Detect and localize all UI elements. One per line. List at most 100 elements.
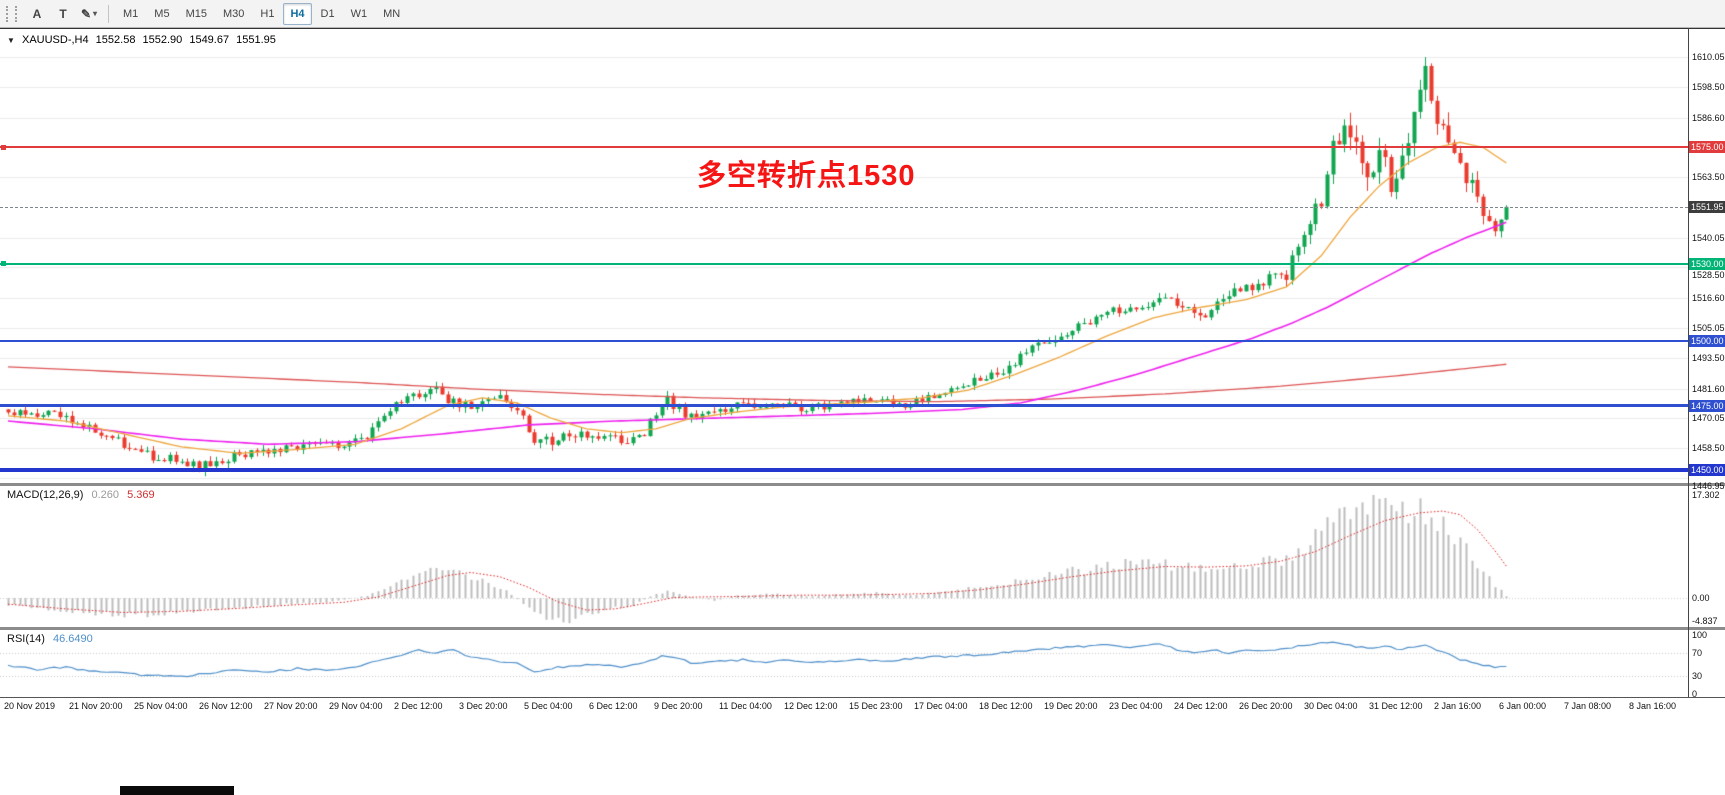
- time-label: 5 Dec 04:00: [524, 701, 573, 711]
- price-scale-tick-1493.50: 1493.50: [1692, 352, 1725, 363]
- macd-label: MACD(12,26,9) 0.260 5.369: [7, 489, 160, 501]
- panel-separator-rsi[interactable]: [0, 627, 1725, 630]
- timeframe-toolbar: M1 M5 M15 M30 H1 H4 D1 W1 MN: [115, 2, 408, 25]
- rsi-indicator-canvas[interactable]: [0, 630, 1688, 697]
- current-price-line: [0, 206, 1688, 208]
- price-scale-label-1475.00: 1475.00: [1689, 399, 1725, 412]
- rsi-scale-0: 0: [1692, 689, 1698, 699]
- time-label: 9 Dec 20:00: [654, 701, 703, 711]
- time-label: 8 Jan 16:00: [1629, 701, 1677, 711]
- macd-scale-17.302: 17.302: [1692, 489, 1720, 500]
- timeframe-button-mn[interactable]: MN: [383, 7, 401, 20]
- ohlc-high: 1552.90: [142, 34, 183, 46]
- macd-name: MACD(12,26,9): [7, 489, 84, 501]
- time-label: 17 Dec 04:00: [914, 701, 968, 711]
- time-label: 18 Dec 12:00: [979, 701, 1033, 711]
- rsi-name: RSI(14): [7, 633, 45, 645]
- time-label: 19 Dec 20:00: [1044, 701, 1098, 711]
- horizontal-line-1475.00[interactable]: [0, 404, 1688, 408]
- price-scale-tick-1516.60: 1516.60: [1692, 293, 1725, 304]
- time-label: 25 Nov 04:00: [134, 701, 188, 711]
- timeframe-button-w1[interactable]: W1: [350, 7, 368, 20]
- line-handle[interactable]: [1, 261, 6, 267]
- timeframe-button-m15[interactable]: M15: [185, 7, 207, 20]
- price-scale-tick-1563.50: 1563.50: [1692, 172, 1725, 183]
- price-scale-border: [1688, 28, 1689, 698]
- time-label: 6 Jan 00:00: [1499, 701, 1547, 711]
- price-scale-tick-1446.95: 1446.95: [1692, 480, 1725, 491]
- main-toolbar: A T ✎ ▾ M1 M5 M15 M30 H1 H4 D1 W1 MN: [0, 0, 1725, 28]
- time-label: 20 Nov 2019: [4, 701, 56, 711]
- price-scale-tick-1528.50: 1528.50: [1692, 270, 1725, 281]
- time-label: 24 Dec 12:00: [1174, 701, 1228, 711]
- chart-top-border: [0, 28, 1725, 29]
- text-tool-button[interactable]: T: [59, 6, 67, 21]
- panel-separator-macd[interactable]: [0, 483, 1725, 486]
- ohlc-low: 1549.67: [189, 34, 230, 46]
- taskbar-fragment: [120, 786, 234, 795]
- timeframe-button-m1[interactable]: M1: [123, 7, 139, 20]
- time-label: 15 Dec 23:00: [849, 701, 903, 711]
- price-scale-tick-1481.60: 1481.60: [1692, 383, 1725, 394]
- timeframe-button-m30[interactable]: M30: [222, 7, 245, 20]
- price-scale-label-1551.95: 1551.95: [1689, 200, 1725, 213]
- label-tool-button[interactable]: A: [32, 6, 42, 21]
- macd-main-value: 0.260: [91, 489, 120, 501]
- ohlc-close: 1551.95: [236, 34, 276, 46]
- price-scale-tick-1470.05: 1470.05: [1692, 413, 1725, 424]
- price-scale-label-1575.00: 1575.00: [1689, 141, 1725, 154]
- colors-tool-button[interactable]: ✎ ▾: [77, 3, 101, 25]
- timeframe-button-h4[interactable]: H4: [283, 2, 312, 25]
- horizontal-line-1450.00[interactable]: [0, 468, 1688, 473]
- time-label: 31 Dec 12:00: [1369, 701, 1423, 711]
- timeframe-button-d1[interactable]: D1: [320, 7, 335, 20]
- time-label: 26 Dec 20:00: [1239, 701, 1293, 711]
- time-label: 29 Nov 04:00: [329, 701, 383, 711]
- macd-indicator-canvas[interactable]: [0, 486, 1688, 627]
- annotation-text[interactable]: 多空转折点1530: [697, 160, 916, 192]
- price-scale-tick-1458.50: 1458.50: [1692, 443, 1725, 454]
- rsi-value: 46.6490: [52, 633, 93, 645]
- horizontal-line-1500.00[interactable]: [0, 340, 1688, 343]
- time-label: 23 Dec 04:00: [1109, 701, 1163, 711]
- horizontal-line-1575.00[interactable]: [0, 146, 1688, 149]
- price-scale-tick-1505.05: 1505.05: [1692, 322, 1725, 333]
- macd-signal-value: 5.369: [127, 489, 155, 501]
- price-chart-canvas[interactable]: [0, 30, 1688, 483]
- price-scale-tick-1598.50: 1598.50: [1692, 81, 1725, 92]
- collapse-triangle-icon[interactable]: ▼: [7, 36, 15, 45]
- price-scale-tick-1540.05: 1540.05: [1692, 232, 1725, 243]
- time-label: 21 Nov 20:00: [69, 701, 123, 711]
- price-scale-label-1530.00: 1530.00: [1689, 257, 1725, 270]
- time-label: 11 Dec 04:00: [719, 701, 772, 711]
- dropdown-caret-icon: ▾: [93, 9, 98, 18]
- rsi-label: RSI(14) 46.6490: [7, 633, 98, 645]
- toolbar-separator: [108, 4, 109, 23]
- symbol-period-label: XAUUSD-,H4: [21, 34, 89, 46]
- price-scale-tick-1610.05: 1610.05: [1692, 51, 1725, 62]
- time-label: 30 Dec 04:00: [1304, 701, 1358, 711]
- time-label: 7 Jan 08:00: [1564, 701, 1612, 711]
- macd-scale-0.00: 0.00: [1692, 593, 1710, 604]
- rsi-scale-100: 100: [1692, 630, 1708, 640]
- time-label: 2 Jan 16:00: [1434, 701, 1482, 711]
- timeframe-button-m5[interactable]: M5: [154, 7, 170, 20]
- ohlc-open: 1552.58: [95, 34, 136, 46]
- price-scale-label-1450.00: 1450.00: [1689, 464, 1725, 477]
- time-label: 3 Dec 20:00: [459, 701, 508, 711]
- toolbar-grip[interactable]: [6, 5, 17, 22]
- rsi-scale-70: 70: [1692, 647, 1703, 658]
- line-handle[interactable]: [1, 144, 6, 150]
- timeframe-button-h1[interactable]: H1: [260, 7, 275, 20]
- time-label: 27 Nov 20:00: [264, 701, 318, 711]
- brush-icon: ✎: [80, 6, 92, 21]
- chart-header: ▼ XAUUSD-,H4 1552.58 1552.90 1549.67 155…: [7, 34, 280, 46]
- rsi-scale-30: 30: [1692, 671, 1703, 682]
- time-scale-border: [0, 697, 1725, 698]
- price-scale-label-1500.00: 1500.00: [1689, 335, 1725, 348]
- price-scale-tick-1586.60: 1586.60: [1692, 112, 1725, 123]
- horizontal-line-1530.00[interactable]: [0, 262, 1688, 265]
- time-label: 12 Dec 12:00: [784, 701, 838, 711]
- time-label: 6 Dec 12:00: [589, 701, 638, 711]
- time-label: 2 Dec 12:00: [394, 701, 443, 711]
